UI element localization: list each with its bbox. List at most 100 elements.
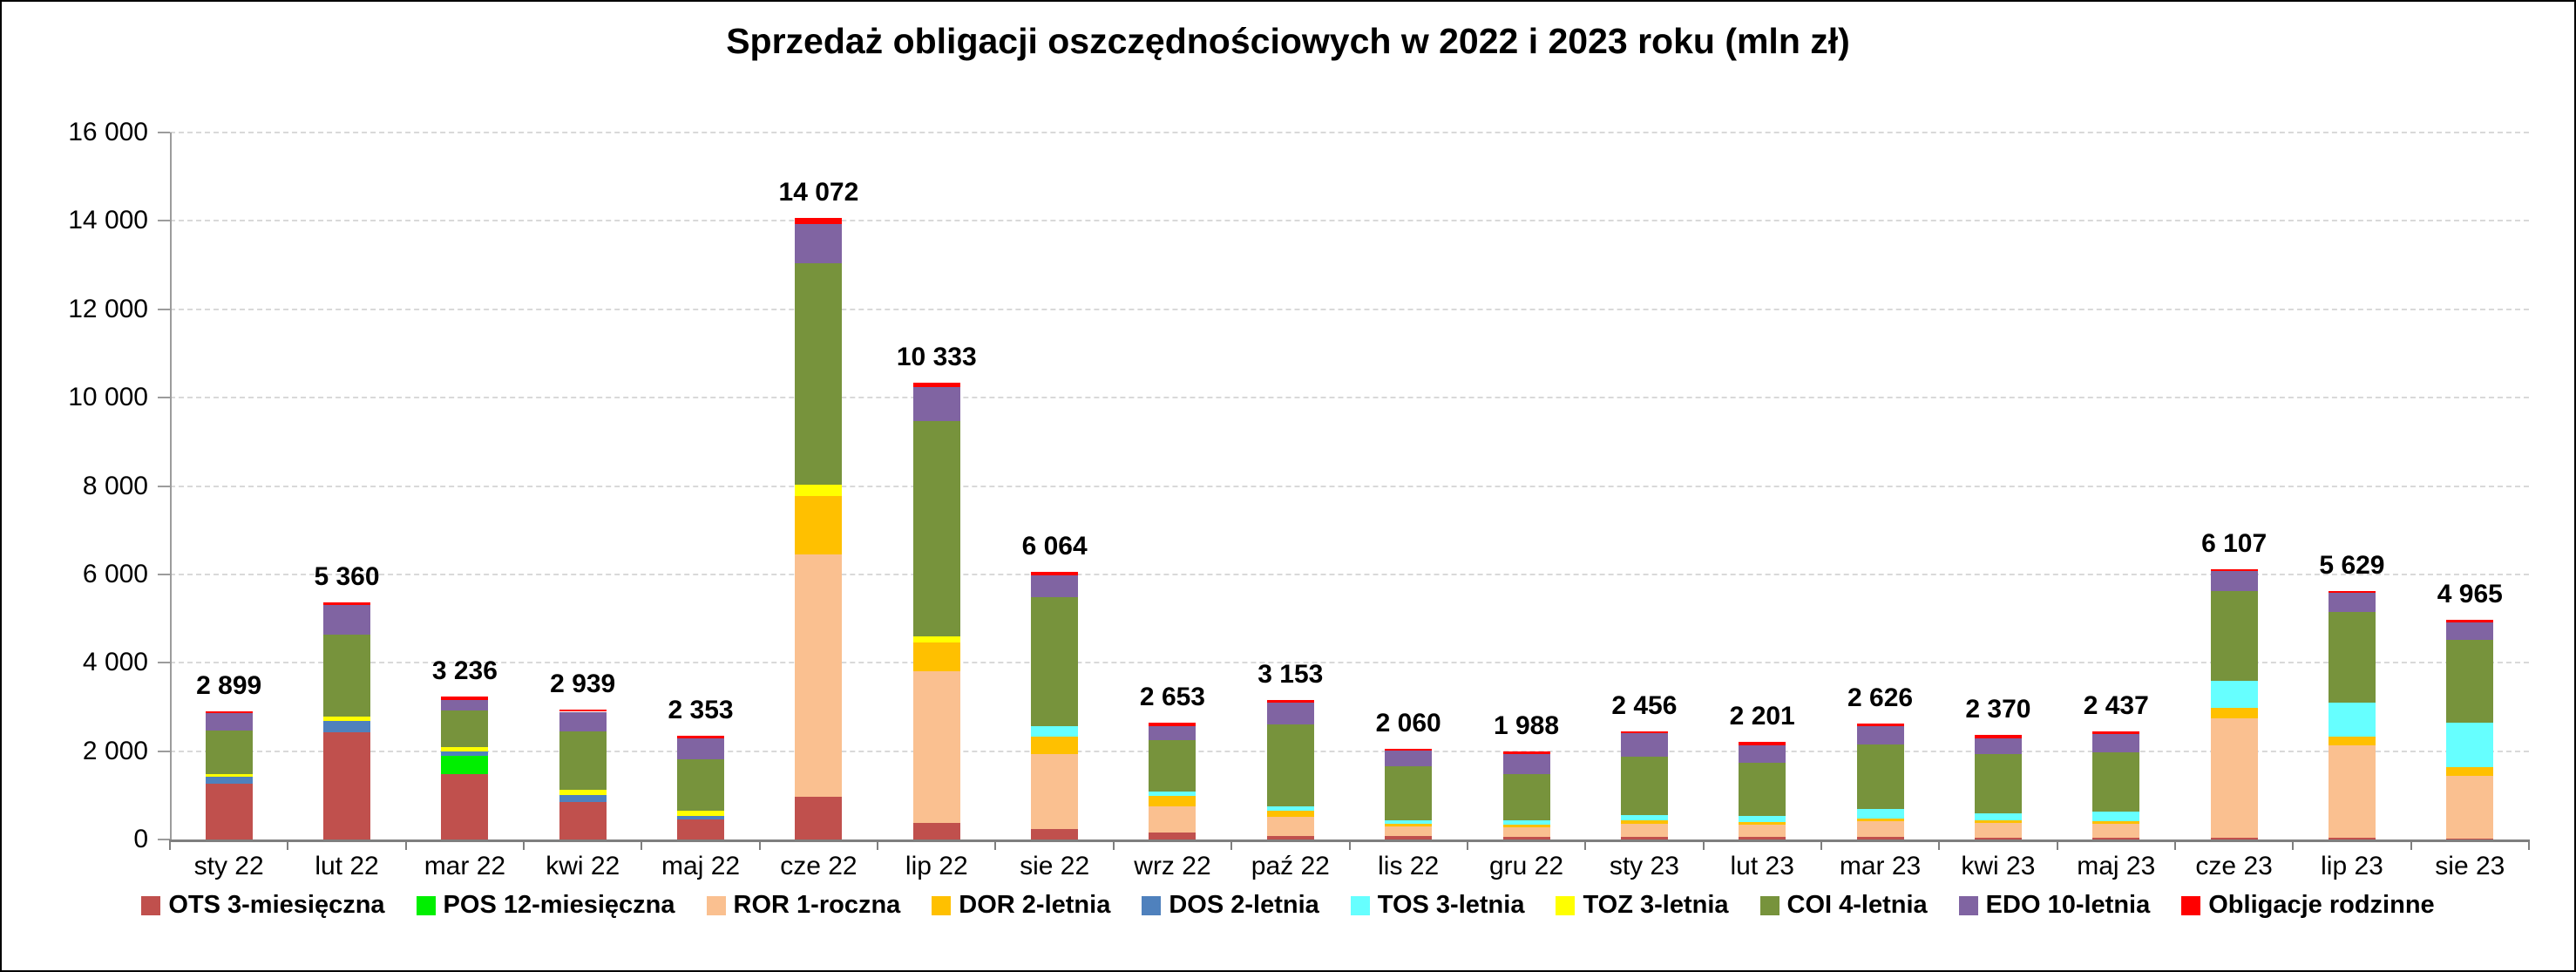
gridline — [170, 308, 2529, 310]
x-axis-tick — [1466, 839, 1468, 850]
x-axis-tick — [641, 839, 643, 850]
legend-swatch-icon — [416, 895, 436, 915]
gridline — [170, 662, 2529, 664]
bar-segment-dos — [559, 795, 607, 802]
x-axis-tick — [2410, 839, 2412, 850]
bar-total-label: 3 236 — [431, 656, 498, 685]
bar-segment-ror — [1266, 816, 1314, 836]
bar-segment-dos — [441, 751, 489, 756]
x-axis-category-label: kwi 23 — [1961, 852, 2036, 880]
bar-segment-ror — [2446, 775, 2494, 839]
bar-segment-dor — [1856, 818, 1904, 821]
x-axis-category-label: lip 22 — [905, 852, 968, 880]
y-axis-tick-label: 0 — [133, 825, 148, 853]
bar-segment-tos — [1031, 725, 1079, 737]
bar-segment-obligacje — [2446, 620, 2494, 622]
bar-segment-edo — [2092, 733, 2140, 752]
y-axis-tick — [158, 662, 170, 664]
x-axis-category-label: lut 23 — [1730, 852, 1794, 880]
legend-item: EDO 10-letnia — [1958, 891, 2150, 920]
legend-swatch-icon — [2181, 895, 2201, 915]
bar-segment-tos — [2328, 703, 2376, 737]
bar-total-label: 5 629 — [2319, 550, 2385, 580]
x-axis-tick — [1230, 839, 1233, 850]
x-axis-category-label: cze 22 — [780, 852, 858, 880]
x-axis-category-label: sie 22 — [1020, 852, 1090, 880]
bar-total-label: 1 988 — [1493, 711, 1560, 741]
bar-segment-tos — [1620, 814, 1668, 821]
x-axis-tick — [1348, 839, 1351, 850]
bar-total-label: 3 153 — [1257, 660, 1324, 690]
bar-segment-ror — [795, 554, 843, 798]
legend: OTS 3-miesięczna POS 12-miesięczna ROR 1-r… — [2, 891, 2574, 920]
bar-segment-dor — [795, 495, 843, 555]
bar-segment-obligacje — [1385, 748, 1433, 751]
y-axis-tick — [158, 839, 170, 840]
bar-total-label: 6 064 — [1021, 531, 1088, 561]
y-axis-tick-label: 14 000 — [68, 206, 148, 235]
bar-segment-edo — [795, 224, 843, 264]
bar-segment-ror — [912, 671, 960, 823]
legend-label: TOZ 3-letnia — [1583, 891, 1729, 919]
bar-segment-obligacje — [912, 383, 960, 387]
bar-total-label: 2 626 — [1847, 683, 1914, 712]
bar-segment-dor — [1620, 820, 1668, 825]
legend-swatch-icon — [1759, 895, 1779, 915]
legend-label: OTS 3-miesięczna — [168, 891, 385, 919]
x-axis-category-label: sie 23 — [2435, 852, 2505, 880]
bar-segment-obligacje — [1974, 734, 2022, 739]
bar-segment-tos — [1974, 812, 2022, 821]
bar-segment-ots — [1974, 837, 2022, 839]
bar-segment-obligacje — [205, 711, 253, 713]
x-axis-tick — [1702, 839, 1705, 850]
gridline — [170, 573, 2529, 575]
bar-segment-obligacje — [1266, 700, 1314, 704]
bar-total-label: 2 939 — [550, 670, 616, 699]
gridline — [170, 220, 2529, 222]
bar-segment-coi — [1266, 724, 1314, 807]
bar-segment-dor — [1266, 810, 1314, 817]
bar-segment-tos — [1856, 808, 1904, 819]
x-axis-category-label: lip 23 — [2321, 852, 2383, 880]
legend-swatch-icon — [932, 895, 952, 915]
bar-total-label: 4 965 — [2437, 580, 2503, 609]
bar-segment-ots — [1856, 837, 1904, 839]
legend-item: DOS 2-letnia — [1142, 891, 1319, 920]
legend-swatch-icon — [1350, 895, 1370, 915]
bar-segment-ots — [2210, 838, 2258, 839]
x-axis-tick — [2173, 839, 2176, 850]
legend-swatch-icon — [1142, 895, 1162, 915]
x-axis-tick — [169, 839, 171, 850]
bar-total-label: 10 333 — [896, 343, 977, 372]
bar-segment-ror — [1974, 823, 2022, 838]
bar-segment-edo — [441, 699, 489, 711]
x-axis-category-label: lis 22 — [1378, 852, 1440, 880]
bar-total-label: 2 201 — [1729, 702, 1795, 731]
bar-segment-dor — [912, 642, 960, 672]
x-axis-category-label: kwi 22 — [546, 852, 620, 880]
bar-segment-edo — [323, 605, 371, 635]
bar-segment-edo — [1974, 738, 2022, 755]
legend-item: OTS 3-miesięczna — [141, 891, 385, 920]
x-axis-category-label: gru 22 — [1488, 852, 1564, 880]
y-axis-tick-label: 6 000 — [82, 559, 148, 588]
bar-segment-coi — [559, 731, 607, 791]
gridline — [170, 132, 2529, 133]
bar-segment-edo — [1031, 575, 1079, 598]
bar-segment-ots — [441, 773, 489, 839]
bar-total-label: 14 072 — [778, 177, 859, 207]
bar-segment-coi — [323, 634, 371, 717]
legend-label: ROR 1-roczna — [733, 891, 901, 919]
bar-segment-edo — [677, 737, 725, 760]
legend-item: DOR 2-letnia — [932, 891, 1110, 920]
y-axis-tick — [158, 485, 170, 487]
x-axis-tick — [2292, 839, 2295, 850]
gridline — [170, 397, 2529, 399]
bar-total-label: 6 107 — [2201, 529, 2268, 559]
bar-segment-dor — [1031, 736, 1079, 755]
bar-segment-dor — [1739, 821, 1786, 826]
bar-segment-coi — [2210, 591, 2258, 682]
y-axis-tick-label: 2 000 — [82, 736, 148, 765]
bar-segment-ots — [559, 801, 607, 839]
bar-segment-obligacje — [1031, 571, 1079, 576]
